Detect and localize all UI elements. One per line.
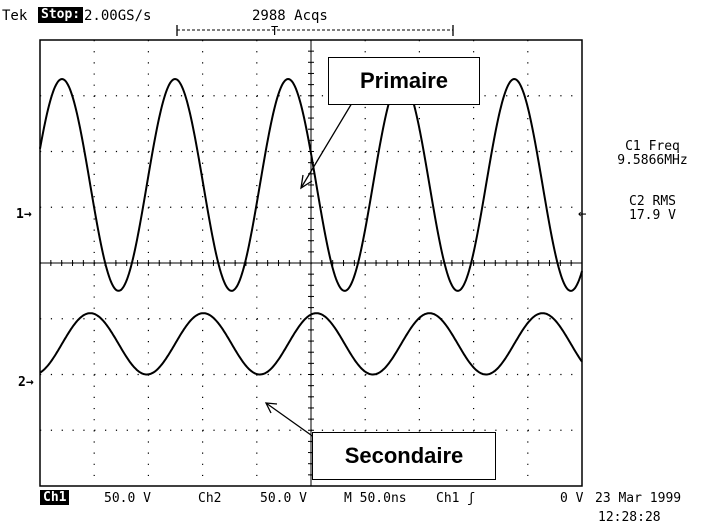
graticule-grid xyxy=(39,39,583,487)
waveform-traces xyxy=(39,77,583,376)
c1-frequency-readout: C1 Freq 9.5866MHz xyxy=(600,140,705,168)
secondary-arrow xyxy=(265,402,319,441)
trigger-level-marker: ← xyxy=(578,206,587,222)
ch2-scale: 50.0 V xyxy=(260,491,307,506)
c1-freq-value: 9.5866MHz xyxy=(617,153,688,168)
date: 23 Mar 1999 xyxy=(595,491,682,506)
callout-arrows xyxy=(264,102,353,441)
primary-callout: Primaire xyxy=(328,57,480,105)
run-stop-status[interactable]: Stop: xyxy=(38,7,84,23)
settings-bar: Ch1 50.0 V Ch2 50.0 V M 50.0ns Ch1 ʃ 0 V… xyxy=(0,486,705,531)
c2-rms-label: C2 RMS xyxy=(629,194,676,209)
record-position-bracket: T xyxy=(176,24,454,37)
c1-freq-label: C1 Freq xyxy=(625,139,680,154)
ch1-scale: 50.0 V xyxy=(104,491,151,506)
c2-rms-value: 17.9 V xyxy=(629,208,676,223)
brand-label: Tek xyxy=(2,8,28,24)
ch1-label[interactable]: Ch1 xyxy=(40,490,70,505)
sample-rate: 2.00GS/s xyxy=(84,8,152,24)
trigger-position-mark: T xyxy=(271,24,278,37)
ch2-trace xyxy=(39,312,583,376)
ch1-ground-marker: 1→ xyxy=(16,207,32,222)
trigger-level: 0 V xyxy=(560,491,584,506)
primary-arrowhead xyxy=(300,174,313,190)
secondary-arrowhead xyxy=(264,402,278,414)
timebase: M 50.0ns xyxy=(344,491,407,506)
ch1-trace xyxy=(39,77,583,292)
c2-rms-readout: C2 RMS 17.9 V xyxy=(600,195,705,223)
time: 12:28:28 xyxy=(598,510,661,525)
status-bar: Tek Stop: 2.00GS/s 2988 Acqs T xyxy=(0,0,705,38)
ch2-ground-marker: 2→ xyxy=(18,375,34,390)
acquisition-count: 2988 Acqs xyxy=(252,8,328,24)
primary-arrow xyxy=(300,102,353,189)
secondary-callout: Secondaire xyxy=(312,432,496,480)
trigger-source: Ch1 ʃ xyxy=(436,491,476,506)
ch2-label[interactable]: Ch2 xyxy=(198,491,222,506)
